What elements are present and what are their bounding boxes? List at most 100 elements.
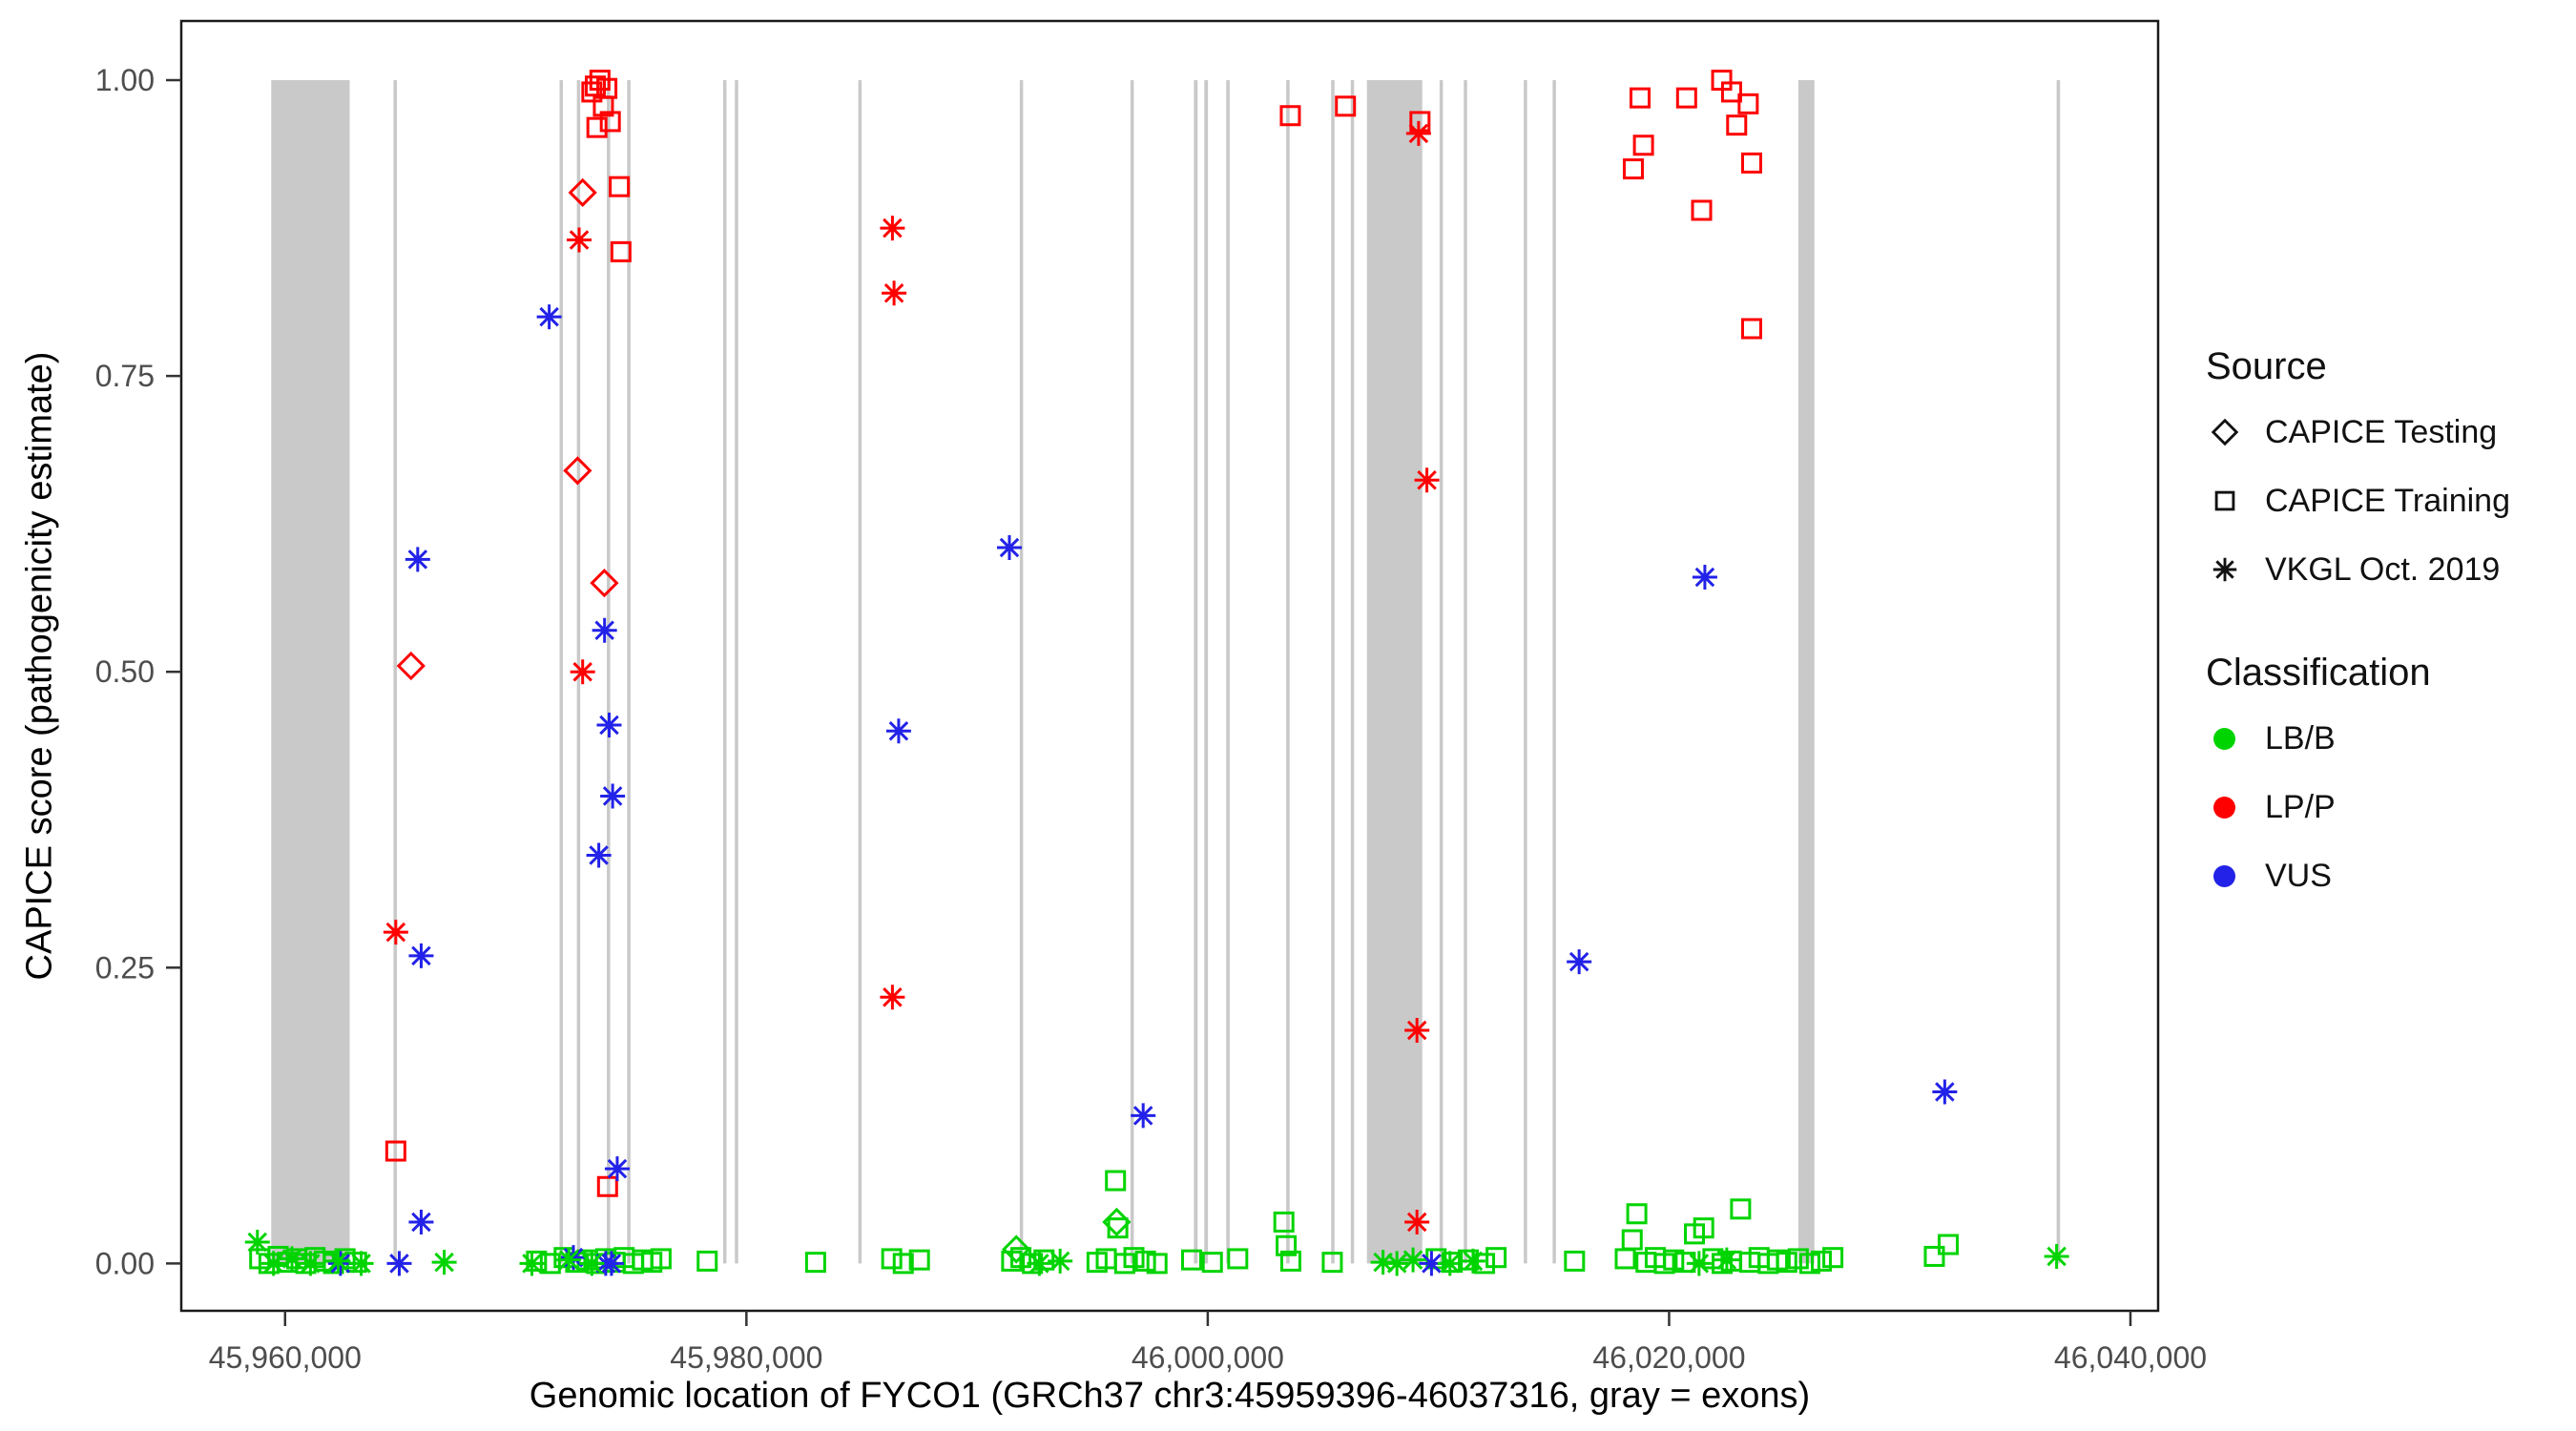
data-point [1002,1234,1031,1264]
data-point [610,240,632,262]
data-point [596,77,618,99]
data-point [244,1230,270,1255]
data-point [280,1246,305,1272]
data-point [1923,1245,1945,1267]
legend-item-label: VUS [2265,857,2332,894]
data-point [599,111,621,133]
data-point [1404,1209,1430,1234]
exon-band [271,80,350,1264]
data-point [563,456,592,486]
data-point [567,227,592,253]
data-point [1787,1248,1809,1270]
data-point [1273,1211,1295,1233]
data-point [1146,1253,1168,1275]
data-point [596,1175,618,1197]
legend-section-source: Source CAPICE Testing CAPICE Training VK… [2206,345,2574,591]
diamond-icon [2211,418,2239,446]
data-point [1335,95,1357,117]
data-point [1675,87,1697,109]
x-tick-label: 45,960,000 [209,1340,362,1375]
series-square-lpp [384,70,1762,1197]
legend-item-capice-training: CAPICE Training [2206,480,2574,522]
exon-band [1366,80,1423,1264]
data-point [2044,1243,2069,1269]
exon-band [627,80,631,1264]
series-asterisk-vus [327,304,1958,1276]
data-point [1714,1247,1739,1273]
data-point [996,534,1022,560]
data-point [1405,120,1431,146]
data-point [556,1247,582,1273]
x-axis-title: Genomic location of FYCO1 (GRCh37 chr3:4… [529,1376,1811,1416]
legend-item-label: CAPICE Training [2265,482,2510,519]
data-point [1227,1248,1249,1270]
data-point [1691,199,1713,221]
data-point [598,1251,624,1276]
data-point [526,1250,548,1272]
data-point [1384,1251,1410,1276]
data-point [1686,1251,1712,1276]
data-point [1131,1103,1156,1129]
exon-band [2056,80,2061,1264]
legend-item-label: LB/B [2265,719,2336,757]
data-point [1937,1234,1959,1255]
data-point [804,1252,826,1274]
x-tick-label: 46,020,000 [1592,1340,1745,1375]
y-tick-label: 0.00 [95,1246,155,1280]
data-point [1107,1217,1129,1239]
exon-band [1019,80,1024,1264]
data-point [1485,1247,1507,1269]
exon-band [722,80,727,1264]
data-point [650,1248,672,1270]
y-tick-label: 0.25 [95,950,155,985]
data-point [1134,1250,1156,1272]
data-point [396,651,426,681]
data-point [1720,81,1742,103]
data-point [1564,1250,1586,1272]
data-point [1693,1217,1714,1239]
data-point [590,569,619,598]
legend-item-label: LP/P [2265,788,2336,825]
exon-band [1350,80,1355,1264]
exon-band [1552,80,1556,1264]
x-tick-label: 45,980,000 [670,1340,822,1375]
data-point [408,1209,434,1234]
data-point [579,1251,605,1276]
exon-band [559,80,564,1264]
data-point [592,617,617,643]
y-tick-label: 0.75 [95,359,155,393]
data-point [1414,467,1440,493]
data-point [1321,1252,1343,1274]
data-point [1276,1234,1298,1256]
legend-classification-title: Classification [2206,652,2431,694]
data-point [696,1250,718,1272]
legend-item-label: CAPICE Testing [2265,413,2498,450]
data-point [600,783,626,809]
legend-panel: Source CAPICE Testing CAPICE Training VK… [2206,345,2574,923]
data-point [1932,1079,1958,1105]
data-point [1622,158,1644,180]
exon-band [1797,80,1815,1264]
legend-item-lpp: LP/P [2206,786,2574,828]
lpp-color-dot [2213,796,2235,819]
data-point [383,920,408,945]
panel-border [179,19,2160,1313]
data-point [568,177,597,207]
data-point [604,1156,630,1182]
legend-item-lbb: LB/B [2206,717,2574,759]
y-tick-label: 0.50 [95,654,155,689]
data-point [882,280,907,306]
data-point [596,713,622,738]
data-point [1740,318,1762,340]
vus-color-dot [2213,864,2235,887]
data-point [561,1245,587,1271]
x-tick-label: 46,000,000 [1132,1340,1284,1375]
data-point [885,718,911,744]
data-point [536,304,562,330]
data-point [1419,1251,1444,1276]
data-point [1279,105,1301,127]
data-point [1048,1248,1073,1274]
data-point [1776,1252,1797,1274]
data-point [586,842,612,868]
data-point [1730,1198,1752,1220]
